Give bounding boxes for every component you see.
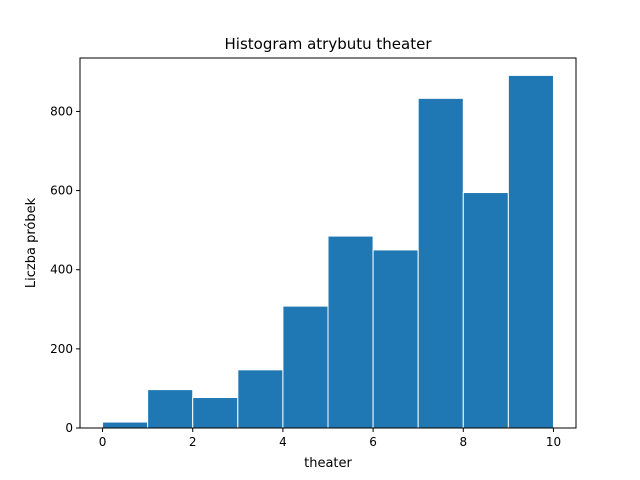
- histogram-bar: [372, 249, 419, 429]
- y-axis-ticks: 0 200 400 600 800: [50, 104, 80, 435]
- histogram-bar: [192, 397, 239, 429]
- x-tick-label: 2: [189, 435, 197, 449]
- histogram-bar: [282, 305, 329, 429]
- x-tick-label: 10: [546, 435, 561, 449]
- chart-title: Histogram atrybutu theater: [225, 35, 433, 53]
- histogram-bar: [417, 97, 464, 429]
- x-axis-ticks: 0 2 4 6 8 10: [99, 428, 561, 449]
- y-tick-label: 600: [50, 184, 73, 198]
- y-tick-label: 200: [50, 342, 73, 356]
- histogram-bar: [102, 421, 149, 429]
- y-tick-label: 400: [50, 263, 73, 277]
- histogram-bar: [147, 389, 194, 429]
- x-axis-label: theater: [304, 456, 352, 471]
- histogram-bars: [102, 74, 554, 429]
- x-tick-label: 6: [369, 435, 377, 449]
- y-tick-label: 0: [65, 421, 73, 435]
- histogram-bar: [462, 192, 509, 429]
- x-tick-label: 8: [459, 435, 467, 449]
- y-axis-label: Liczba próbek: [24, 197, 39, 288]
- plot-frame: [79, 57, 577, 429]
- histogram-bar: [237, 369, 284, 429]
- y-tick-label: 800: [50, 104, 73, 118]
- x-tick-label: 0: [99, 435, 107, 449]
- histogram-bar: [327, 235, 374, 429]
- x-tick-label: 4: [279, 435, 287, 449]
- histogram-bar: [507, 74, 554, 429]
